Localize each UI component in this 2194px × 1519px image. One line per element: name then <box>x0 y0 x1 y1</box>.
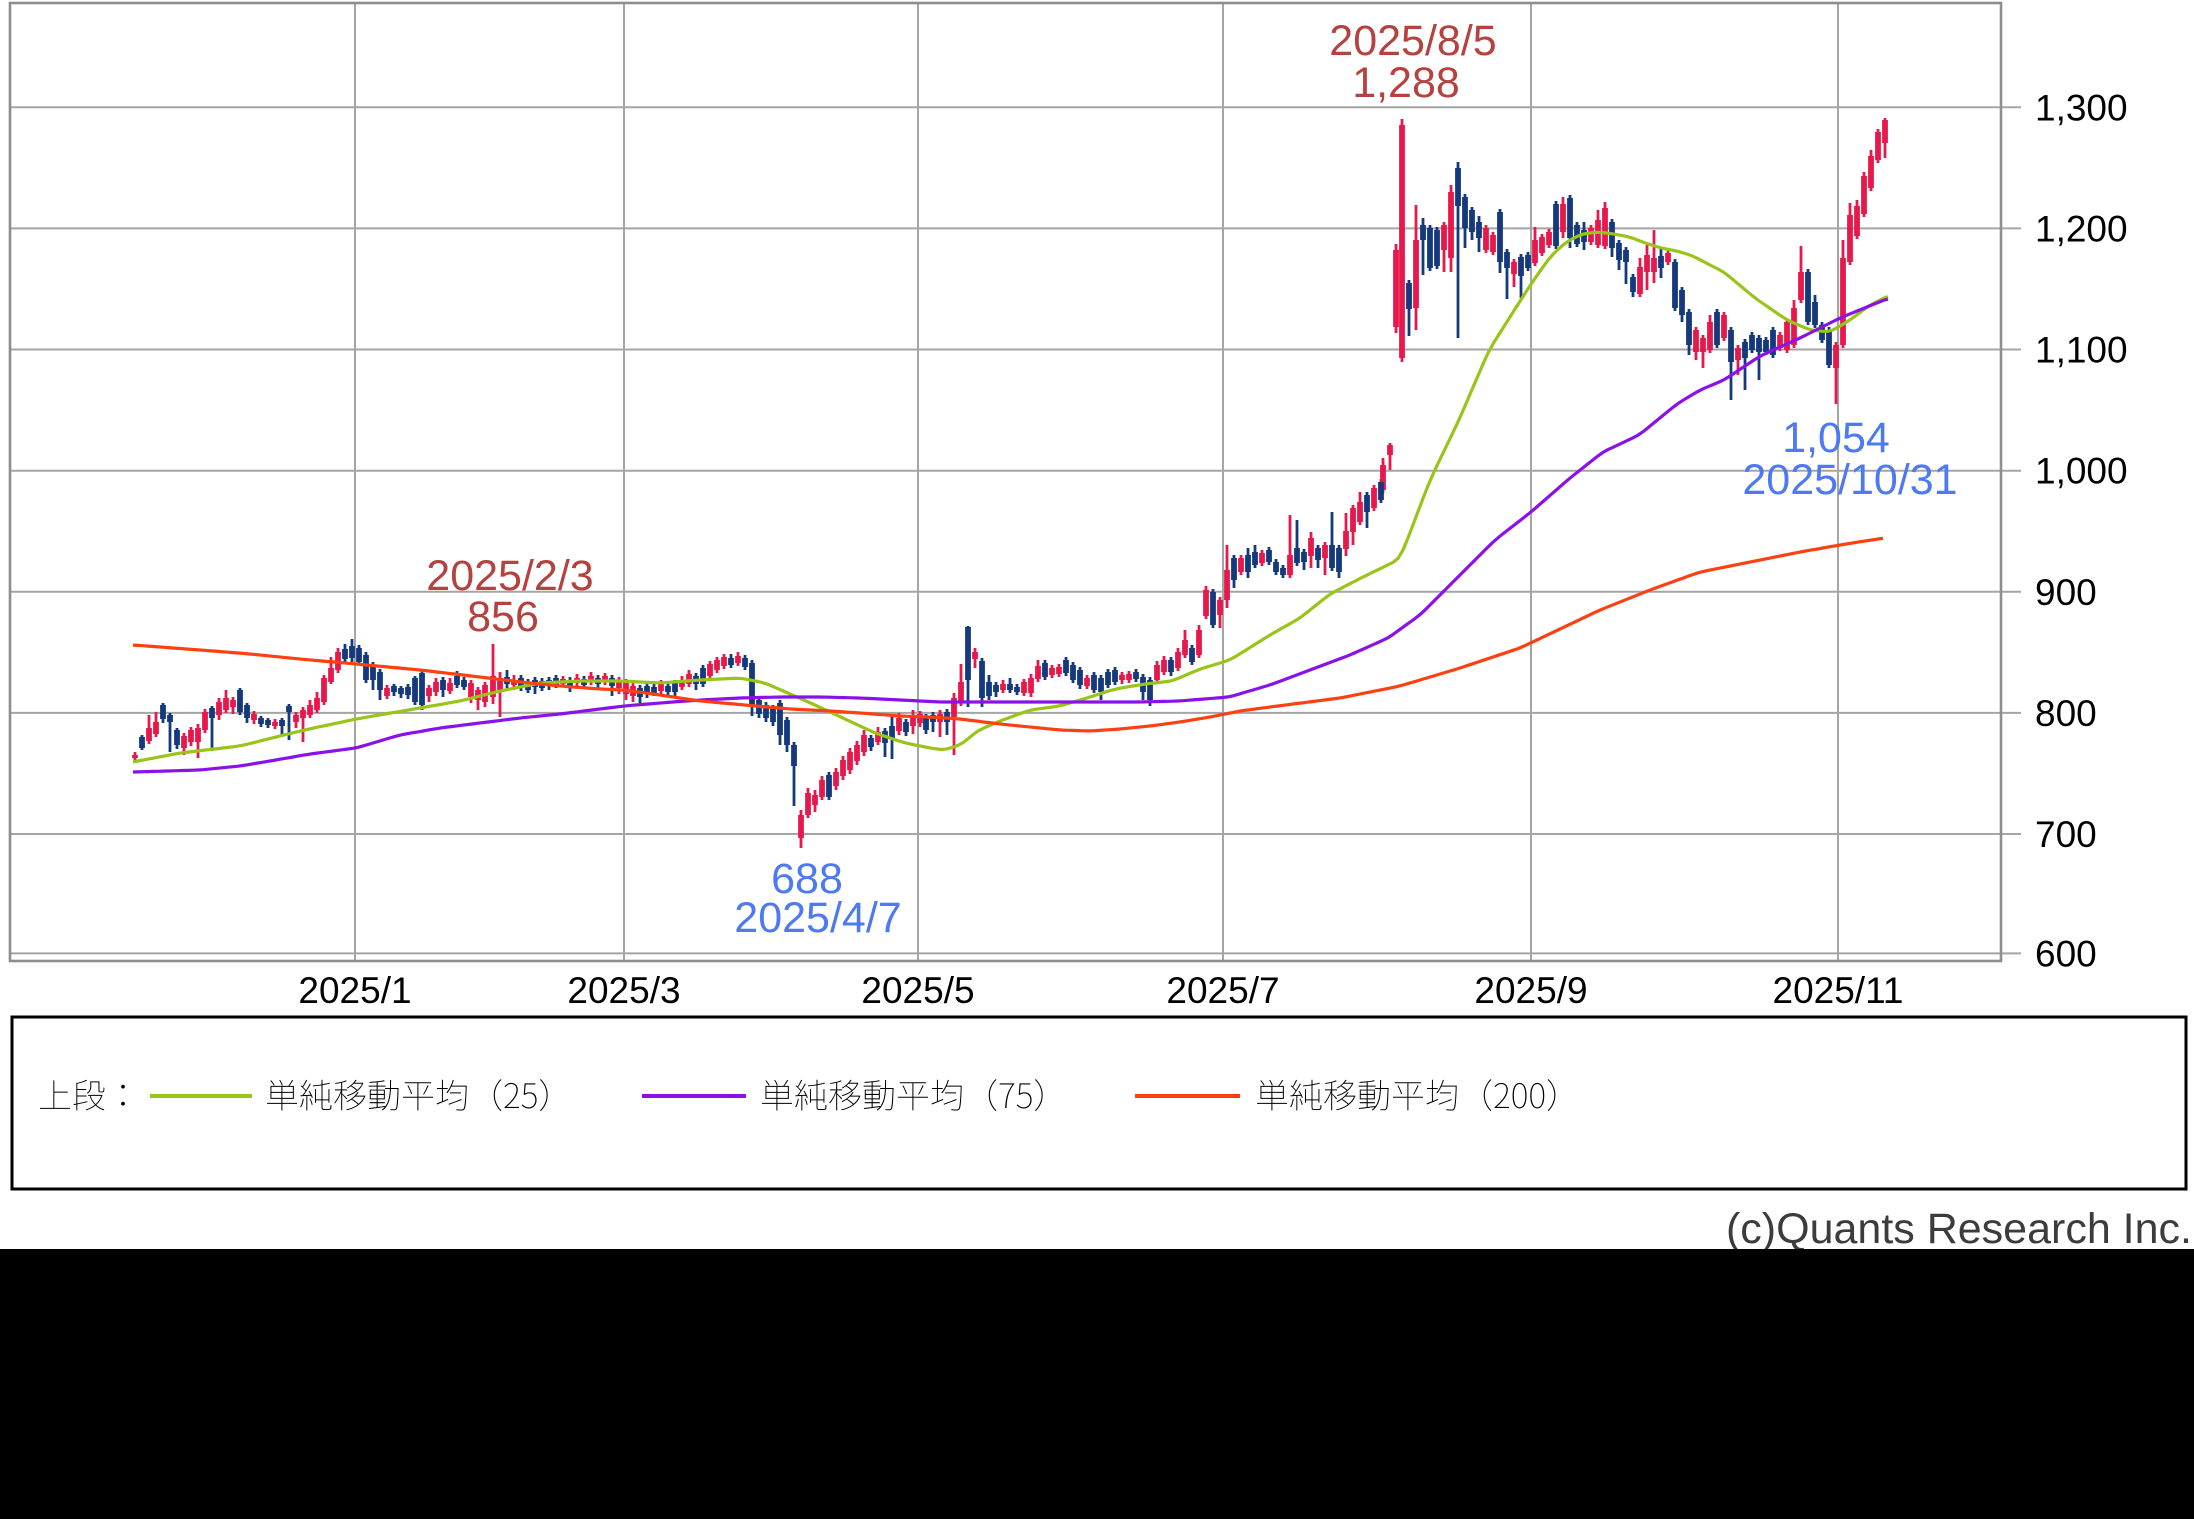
svg-text:2025/1: 2025/1 <box>298 970 411 1011</box>
svg-text:2025/4/7: 2025/4/7 <box>734 894 901 942</box>
svg-text:1,054: 1,054 <box>1782 414 1890 462</box>
svg-text:1,000: 1,000 <box>2035 451 2128 492</box>
svg-text:1,100: 1,100 <box>2035 330 2128 371</box>
svg-text:700: 700 <box>2035 814 2097 855</box>
svg-text:900: 900 <box>2035 572 2097 613</box>
svg-text:1,200: 1,200 <box>2035 208 2128 249</box>
svg-text:1,300: 1,300 <box>2035 87 2128 128</box>
svg-text:688: 688 <box>771 855 843 903</box>
svg-text:2025/8/5: 2025/8/5 <box>1329 17 1496 65</box>
svg-text:2025/5: 2025/5 <box>861 970 974 1011</box>
svg-text:2025/11: 2025/11 <box>1773 970 1904 1011</box>
svg-text:2025/10/31: 2025/10/31 <box>1742 456 1957 504</box>
svg-text:2025/2/3: 2025/2/3 <box>426 552 593 600</box>
svg-text:600: 600 <box>2035 933 2097 974</box>
svg-text:1,288: 1,288 <box>1352 59 1460 107</box>
svg-text:2025/9: 2025/9 <box>1474 970 1587 1011</box>
svg-text:(c)Quants Research Inc.: (c)Quants Research Inc. <box>1726 1205 2192 1253</box>
svg-text:856: 856 <box>467 593 539 641</box>
svg-text:2025/3: 2025/3 <box>567 970 680 1011</box>
svg-text:800: 800 <box>2035 693 2097 734</box>
svg-text:2025/7: 2025/7 <box>1166 970 1279 1011</box>
